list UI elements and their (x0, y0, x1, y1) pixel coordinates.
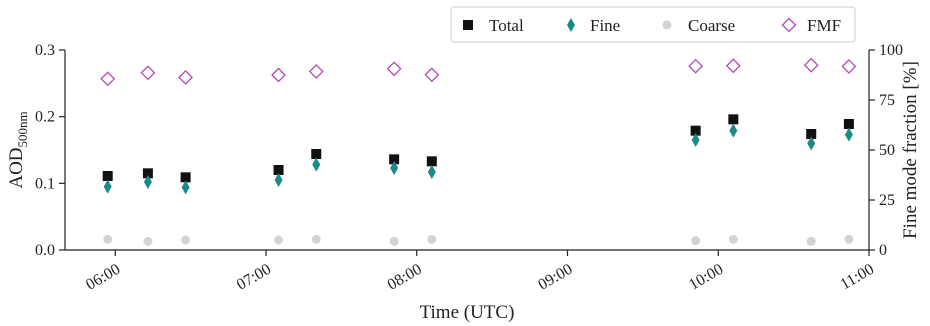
legend-marker-fine (567, 18, 575, 32)
legend-label-fmf: FMF (807, 16, 841, 35)
y-left-tick-label: 0.1 (35, 175, 55, 192)
data-point-total (389, 154, 400, 165)
data-point-total (273, 165, 284, 175)
data-point-coarse (691, 236, 701, 246)
data-point-total (142, 168, 153, 179)
data-point-fine (390, 161, 399, 175)
data-point-fmf (725, 58, 741, 74)
legend-frame (450, 6, 856, 43)
data-point-coarse (427, 234, 437, 244)
data-point-fmf (100, 71, 116, 87)
x-tick-label: 08:00 (385, 261, 425, 294)
x-tick-label: 10:00 (686, 261, 726, 294)
data-point-fmf (178, 69, 194, 85)
legend-marker-coarse (662, 20, 672, 30)
y-right-tick-label: 0 (879, 242, 887, 259)
data-point-fine (807, 136, 816, 151)
data-point-fine (729, 123, 738, 138)
data-point-coarse (311, 234, 321, 244)
data-point-total (843, 119, 854, 129)
data-point-coarse (844, 234, 854, 244)
y-right-tick-label: 50 (879, 142, 895, 159)
data-point-total (728, 114, 739, 125)
y-axis-right-title: Fine mode fraction [%] (900, 61, 921, 239)
data-point-fmf (688, 58, 704, 74)
data-point-fine (274, 173, 283, 187)
data-point-total (311, 149, 322, 159)
data-point-fmf (424, 67, 440, 83)
data-point-coarse (806, 236, 816, 246)
data-point-coarse (181, 235, 191, 245)
y-right-tick-label: 25 (879, 192, 895, 209)
x-axis-title: Time (UTC) (420, 302, 515, 323)
x-tick-label: 09:00 (535, 261, 575, 294)
data-point-total (690, 125, 701, 136)
data-point-fmf (308, 63, 324, 79)
ticks: 06:00 07:00 08:00 09:00 10:00 11:00 0.0 0.1 0.2 0… (35, 42, 903, 294)
legend-label-coarse: Coarse (688, 16, 735, 35)
data-point-total (806, 129, 817, 139)
data-point-fmf (803, 57, 819, 73)
data-point-fine (143, 175, 152, 189)
data-point-fmf (140, 65, 156, 81)
data-point-coarse (103, 234, 113, 244)
data-point-coarse (143, 236, 153, 246)
x-tick-label: 11:00 (837, 261, 877, 294)
y-axis-left-title-subscript: 500nm (15, 111, 30, 147)
y-right-tick-label: 100 (879, 42, 903, 59)
data-point-fmf (386, 61, 402, 77)
data-point-fmf (271, 67, 286, 83)
legend-label-total: Total (489, 16, 524, 35)
legend-label-fine: Fine (590, 16, 620, 35)
data-point-fine (427, 165, 436, 179)
y-axis-left-title: AOD500nm (6, 111, 30, 188)
data-point-coarse (389, 236, 399, 246)
data-point-fine (691, 133, 700, 147)
data-point-coarse (274, 235, 284, 245)
y-left-tick-label: 0.2 (35, 109, 55, 126)
y-left-tick-label: 0.0 (35, 242, 55, 259)
x-tick-label: 07:00 (234, 261, 274, 294)
axes (64, 50, 870, 251)
data-point-total (102, 171, 113, 181)
data-point-fine (181, 180, 190, 195)
data-point-fine (103, 179, 112, 194)
x-tick-label: 06:00 (83, 261, 123, 294)
legend-marker-total (463, 20, 473, 30)
data-marks (100, 57, 857, 246)
y-left-tick-label: 0.3 (35, 42, 55, 59)
legend-marker-fmf (781, 17, 797, 33)
data-point-total (426, 156, 437, 167)
data-point-fmf (841, 58, 857, 74)
y-axis-left-title-main: AOD (6, 147, 27, 188)
data-point-fine (844, 127, 853, 142)
data-point-total (180, 172, 191, 183)
data-point-coarse (728, 234, 738, 244)
legend: Total Fine Coarse FMF (450, 6, 856, 43)
y-right-tick-label: 75 (879, 92, 895, 109)
data-point-fine (312, 157, 321, 172)
